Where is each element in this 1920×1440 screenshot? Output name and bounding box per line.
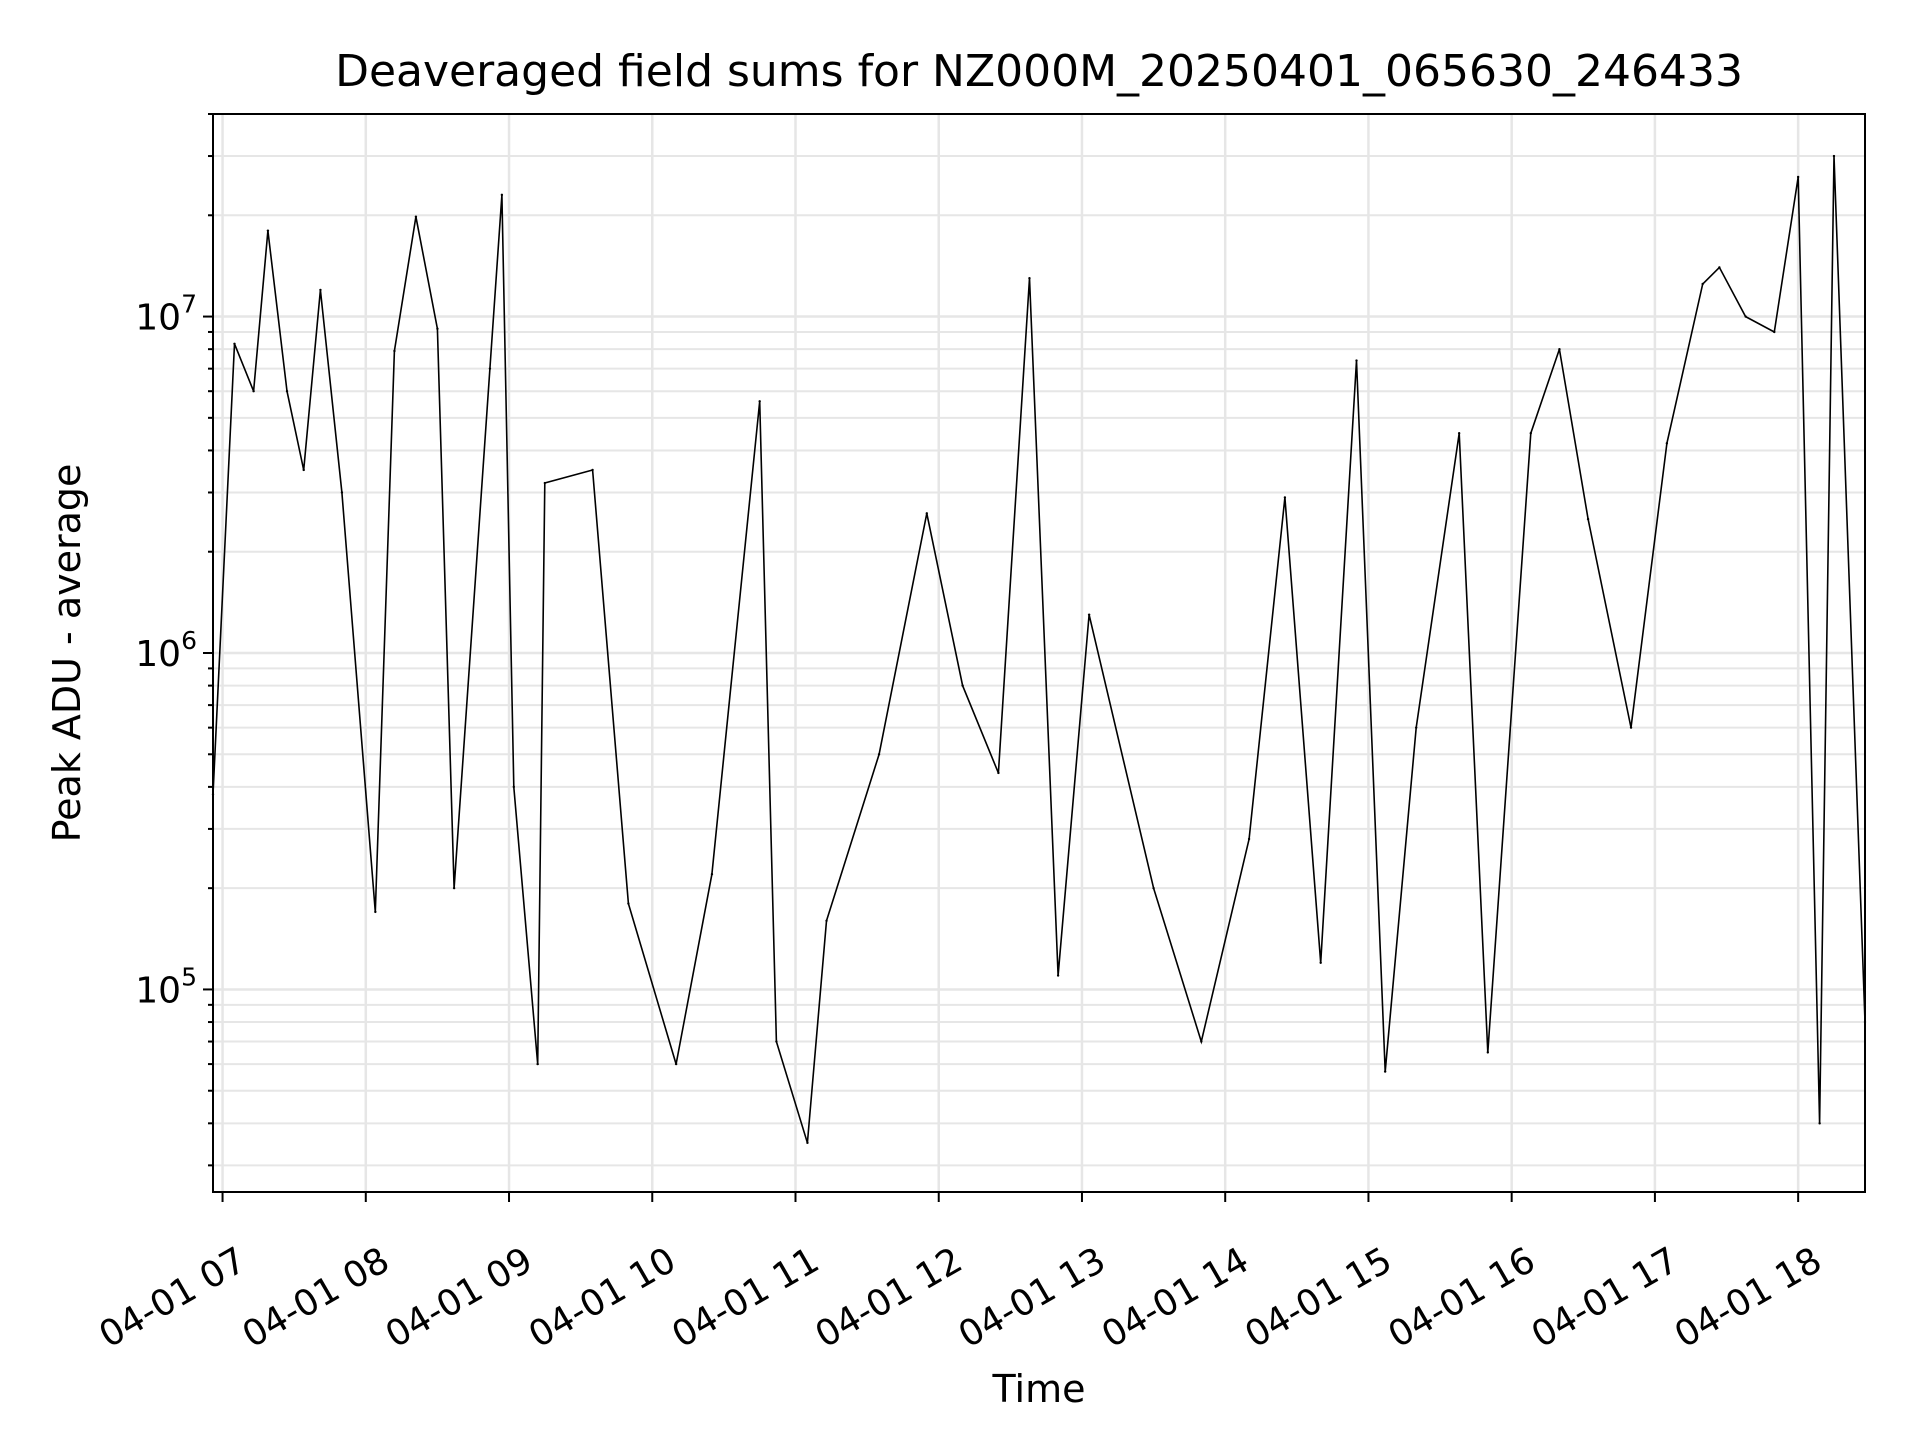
chart-title: Deaveraged field sums for NZ000M_2025040… xyxy=(335,46,1743,97)
data-point xyxy=(1383,1070,1387,1073)
data-point xyxy=(997,771,1000,775)
data-point xyxy=(710,873,714,876)
data-point xyxy=(1629,726,1633,729)
data-point xyxy=(1457,432,1461,435)
data-point xyxy=(758,400,761,403)
data-point xyxy=(1701,282,1704,286)
data-point xyxy=(266,229,270,232)
data-point xyxy=(1558,347,1561,351)
data-point xyxy=(1056,974,1060,977)
series-line xyxy=(212,155,1866,1144)
y-axis-label: Peak ADU - average xyxy=(45,464,89,843)
data-point xyxy=(233,342,236,345)
data-point xyxy=(1586,517,1590,521)
data-point xyxy=(285,389,289,393)
data-point xyxy=(877,753,881,756)
data-point xyxy=(1414,726,1418,729)
data-point xyxy=(340,491,344,494)
data-point xyxy=(319,288,322,292)
grid-lines xyxy=(213,113,1865,1192)
data-point xyxy=(1773,330,1776,334)
data-point xyxy=(961,684,964,687)
data-point xyxy=(1152,886,1155,890)
data-point xyxy=(1319,961,1322,965)
data-point xyxy=(674,1062,678,1066)
data-point xyxy=(1818,1122,1821,1125)
data-point xyxy=(775,1040,778,1043)
data-point xyxy=(393,349,396,353)
data-point xyxy=(374,910,377,914)
data-point xyxy=(500,193,504,197)
data-point xyxy=(302,468,305,472)
data-point xyxy=(1796,175,1800,179)
data-point xyxy=(488,367,492,370)
data-point xyxy=(436,327,439,330)
x-axis-label: Time xyxy=(992,1367,1086,1411)
y-tick-label: 105 xyxy=(135,962,197,1011)
data-point xyxy=(1283,496,1287,499)
data-point xyxy=(536,1062,539,1066)
data-point xyxy=(1247,837,1251,841)
data-point xyxy=(627,902,630,905)
data-point xyxy=(1028,277,1031,280)
data-point xyxy=(1665,442,1669,445)
data-point xyxy=(591,468,594,472)
data-point xyxy=(452,886,456,890)
data-point xyxy=(1718,266,1721,269)
data-point xyxy=(1200,1040,1203,1043)
data-point xyxy=(1087,613,1091,616)
data-point xyxy=(1744,315,1747,318)
data-point xyxy=(925,512,928,515)
data-point xyxy=(512,785,515,789)
y-tick-label: 107 xyxy=(135,290,197,339)
data-point xyxy=(1832,154,1836,158)
data-point xyxy=(1529,432,1532,435)
data-point xyxy=(825,919,828,922)
data-point xyxy=(1486,1051,1490,1054)
data-point xyxy=(252,389,255,393)
data-point xyxy=(806,1141,809,1145)
data-point xyxy=(414,215,418,218)
data-point xyxy=(1355,359,1358,362)
y-tick-label: 106 xyxy=(135,626,197,675)
data-point xyxy=(543,481,547,485)
